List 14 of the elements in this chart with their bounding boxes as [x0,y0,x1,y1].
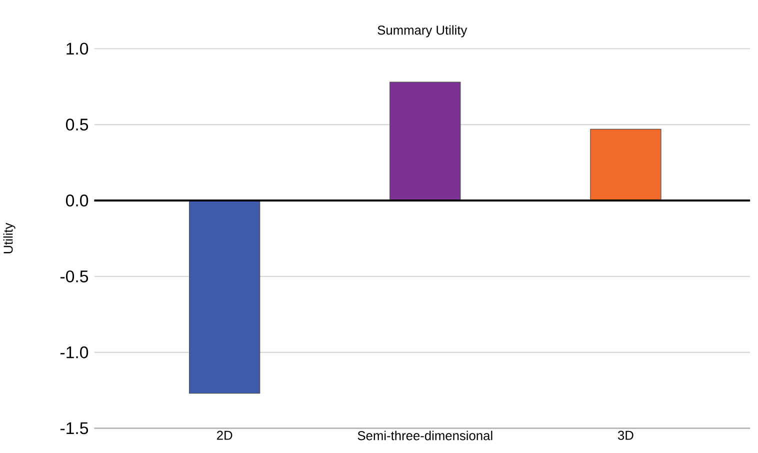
x-tick-label: 2D [217,430,232,440]
x-tick-label: Semi-three-dimensional [358,430,492,440]
y-axis-title: Utility [3,222,16,254]
y-tick-label: -0.5 [60,270,88,282]
bar [390,82,461,201]
x-tick-label: 3D [618,430,634,440]
chart-title: Summary Utility [378,25,468,38]
bar [189,200,260,394]
y-tick-label: 1.0 [66,42,88,55]
y-tick-label: -1.5 [60,422,88,434]
bar [590,128,662,201]
y-tick-label: -1.0 [60,346,88,358]
y-tick-label: 0.5 [66,118,88,131]
y-tick-label: 0.0 [66,194,88,206]
